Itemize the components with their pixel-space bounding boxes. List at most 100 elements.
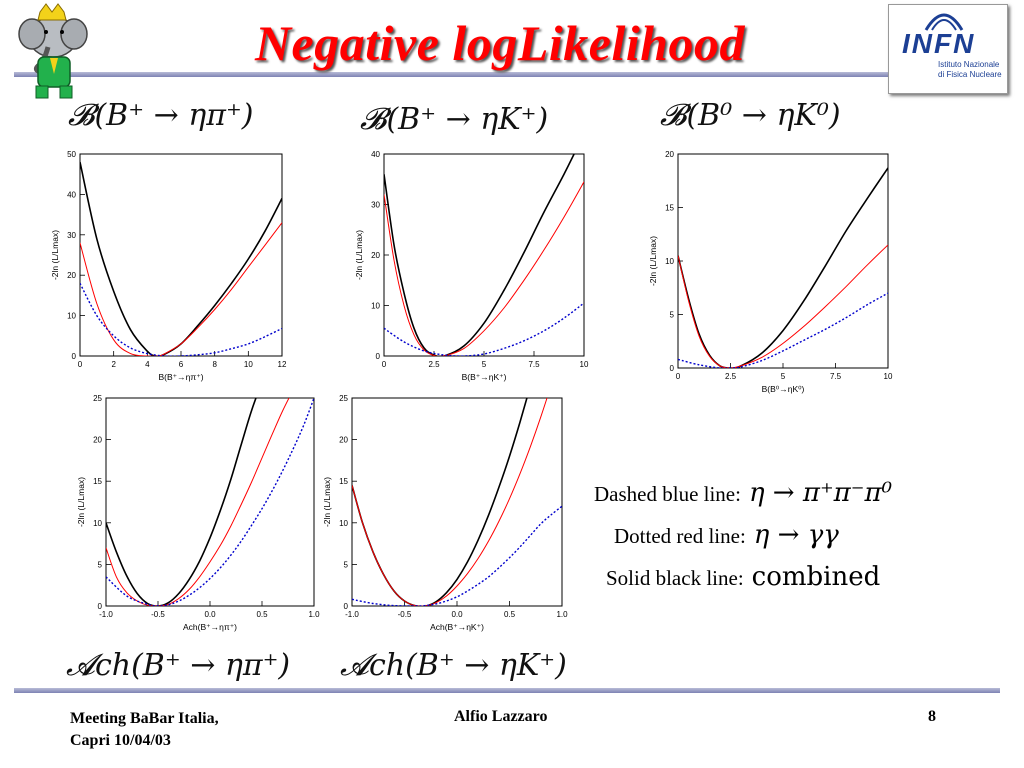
y-tick-label: 10 (93, 519, 102, 528)
series-line-red (352, 398, 548, 606)
series-line-blue (352, 505, 562, 606)
formula-ach-eta-k: 𝓐ch(B⁺ → ηK⁺) (340, 648, 567, 683)
infn-logo-arc-icon (924, 6, 964, 37)
y-tick-label: 15 (339, 477, 348, 486)
x-axis-label: B(B⁰→ηK⁰) (762, 384, 805, 394)
x-tick-label: 0.5 (256, 610, 268, 619)
y-tick-label: 10 (67, 312, 76, 321)
x-tick-label: 0.0 (451, 610, 463, 619)
x-tick-label: 8 (212, 360, 217, 369)
x-tick-label: 2 (111, 360, 116, 369)
x-axis-label: B(B⁺→ηK⁺) (462, 372, 507, 382)
x-axis-label: Ach(B⁺→ηπ⁺) (183, 622, 237, 632)
y-tick-label: 20 (67, 271, 76, 280)
plot-frame (105, 397, 315, 607)
series-line-black (106, 398, 257, 606)
chart-bf-eta-k0: 0 2.5 5 7.5 10 0 5 10 15 20 B(B⁰→ηK⁰) -2ln (L/Lmax) (648, 150, 893, 394)
infn-logo-subtitle-line2: di Fisica Nucleare (938, 70, 1002, 79)
x-tick-label: 2.5 (428, 360, 440, 369)
slide-title: Negative logLikelihood (254, 15, 746, 71)
y-tick-label: 20 (339, 436, 348, 445)
series-line-red (80, 222, 282, 356)
y-tick-label: 5 (98, 560, 103, 569)
y-axis-label: -2ln (L/Lmax) (648, 236, 658, 286)
series-line-blue (80, 282, 282, 356)
legend-black-label: Solid black line: (606, 566, 744, 590)
y-tick-label: 5 (670, 311, 675, 320)
infn-logo-subtitle-line1: Istituto Nazionale (938, 60, 1000, 69)
y-axis-label: -2ln (L/Lmax) (76, 477, 86, 527)
y-tick-label: 25 (339, 394, 348, 403)
x-tick-label: 7.5 (528, 360, 540, 369)
x-tick-label: 4 (145, 360, 150, 369)
y-tick-label: 30 (371, 201, 380, 210)
x-tick-label: 10 (580, 360, 589, 369)
x-tick-label: 0 (676, 372, 681, 381)
series-line-black (352, 398, 528, 606)
x-tick-label: 12 (278, 360, 287, 369)
chart-bf-eta-pi: 0 2 4 6 8 10 12 0 10 20 30 40 50 B(B⁺→ηπ⁺) -2ln (L/Lma… (50, 150, 287, 382)
series-line-red (384, 181, 584, 356)
y-tick-label: 15 (93, 477, 102, 486)
x-tick-label: 5 (482, 360, 487, 369)
y-tick-label: 10 (665, 257, 674, 266)
x-tick-label: -1.0 (345, 610, 359, 619)
y-tick-label: 0 (376, 352, 381, 361)
x-tick-label: 0.5 (504, 610, 516, 619)
chart-ach-eta-pi: -1.0 -0.5 0.0 0.5 1.0 0 5 10 15 20 25 Ach(B⁺→ηπ⁺) -2… (76, 394, 320, 632)
legend-red-label: Dotted red line: (614, 524, 746, 548)
y-tick-label: 10 (371, 302, 380, 311)
formula-bf-eta-k0: 𝓑(B⁰ → ηK⁰) (660, 98, 841, 133)
series-line-red (678, 244, 888, 368)
plot-frame (383, 153, 585, 357)
y-tick-label: 0 (344, 602, 349, 611)
y-tick-label: 0 (72, 352, 77, 361)
y-tick-label: 15 (665, 204, 674, 213)
x-tick-label: 0.0 (204, 610, 216, 619)
y-tick-label: 40 (67, 190, 76, 199)
series-line-red (106, 398, 290, 606)
x-tick-label: -0.5 (398, 610, 412, 619)
y-axis-label: -2ln (L/Lmax) (50, 230, 60, 280)
infn-logo-subtitle: Istituto Nazionale di Fisica Nucleare (938, 60, 1002, 80)
chart-ach-eta-k: -1.0 -0.5 0.0 0.5 1.0 0 5 10 15 20 25 Ach(B⁺→ηK⁺) -2… (322, 394, 568, 632)
y-tick-label: 0 (98, 602, 103, 611)
x-tick-label: 1.0 (308, 610, 320, 619)
footer-meeting-line2: Capri 10/04/03 (70, 732, 171, 749)
bottom-rule (14, 688, 1000, 693)
footer-meeting-line1: Meeting BaBar Italia, (70, 710, 219, 727)
y-tick-label: 5 (344, 560, 349, 569)
top-rule (14, 72, 888, 77)
series-line-blue (106, 398, 314, 606)
series-line-black (678, 167, 888, 368)
y-axis-label: -2ln (L/Lmax) (354, 230, 364, 280)
formula-bf-eta-k: 𝓑(B⁺ → ηK⁺) (360, 102, 549, 137)
legend-red: Dotted red line: η → γγ (614, 520, 839, 550)
x-tick-label: 6 (179, 360, 184, 369)
legend-blue: Dashed blue line: η → π⁺π⁻π⁰ (594, 478, 892, 508)
footer-author: Alfio Lazzaro (454, 708, 548, 725)
formula-ach-eta-pi: 𝓐ch(B⁺ → ηπ⁺) (66, 648, 291, 683)
x-tick-label: 7.5 (830, 372, 842, 381)
x-tick-label: 2.5 (725, 372, 737, 381)
x-tick-label: -0.5 (151, 610, 165, 619)
series-line-black (80, 161, 282, 356)
y-tick-label: 10 (339, 519, 348, 528)
y-axis-label: -2ln (L/Lmax) (322, 477, 332, 527)
legend-blue-label: Dashed blue line: (594, 482, 741, 506)
y-tick-label: 25 (93, 394, 102, 403)
legend-blue-math: η → π⁺π⁻π⁰ (748, 478, 892, 508)
y-tick-label: 20 (93, 436, 102, 445)
x-tick-label: 5 (781, 372, 786, 381)
x-axis-label: B(B⁺→ηπ⁺) (158, 372, 203, 382)
y-tick-label: 40 (371, 150, 380, 159)
chart-bf-eta-k: 0 2.5 5 7.5 10 0 10 20 30 40 B(B⁺→ηK⁺) -2ln (L/Lmax… (354, 150, 589, 382)
babar-elephant-icon (8, 2, 98, 102)
y-tick-label: 20 (665, 150, 674, 159)
series-line-black (384, 154, 576, 356)
legend-black: Solid black line: combined (606, 562, 880, 592)
series-line-blue (678, 292, 888, 368)
legend-black-text: combined (751, 562, 881, 592)
x-tick-label: 0 (382, 360, 387, 369)
y-tick-label: 0 (670, 364, 675, 373)
